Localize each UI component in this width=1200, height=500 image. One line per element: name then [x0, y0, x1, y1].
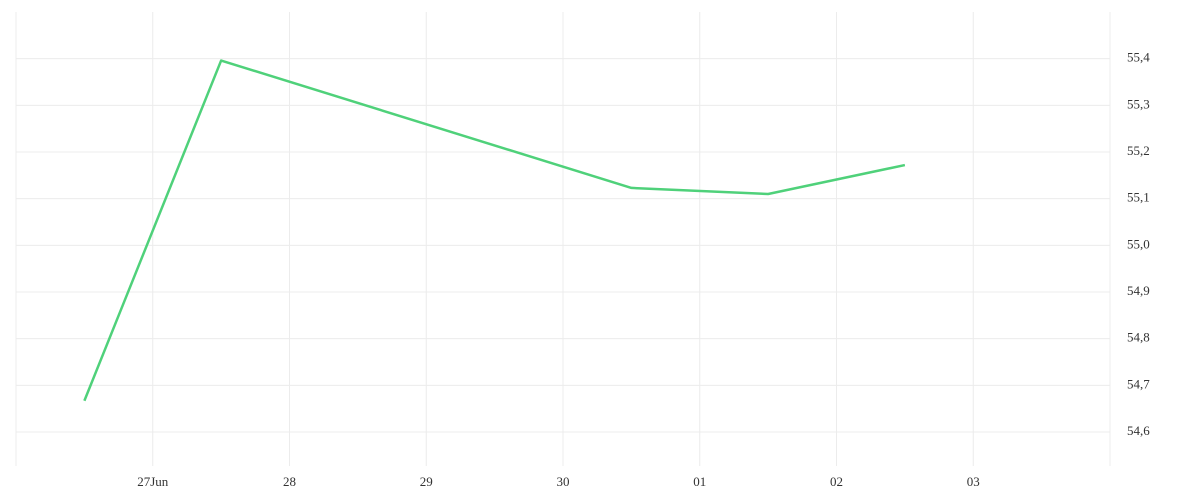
x-tick-label: 27Jun — [137, 474, 169, 489]
y-tick-label: 54,8 — [1127, 330, 1150, 345]
y-tick-label: 55,2 — [1127, 143, 1150, 158]
y-tick-label: 54,7 — [1127, 376, 1150, 391]
series-line — [83, 59, 906, 402]
x-tick-label: 02 — [830, 474, 843, 489]
y-tick-label: 54,9 — [1127, 283, 1150, 298]
y-tick-label: 55,3 — [1127, 96, 1150, 111]
x-tick-label: 03 — [967, 474, 980, 489]
x-tick-label: 30 — [557, 474, 570, 489]
y-tick-label: 55,0 — [1127, 236, 1150, 251]
x-tick-label: 01 — [693, 474, 706, 489]
x-tick-label: 29 — [420, 474, 433, 489]
y-tick-label: 55,1 — [1127, 190, 1150, 205]
x-tick-label: 28 — [283, 474, 296, 489]
y-tick-label: 55,4 — [1127, 50, 1150, 65]
y-tick-label: 54,6 — [1127, 423, 1150, 438]
